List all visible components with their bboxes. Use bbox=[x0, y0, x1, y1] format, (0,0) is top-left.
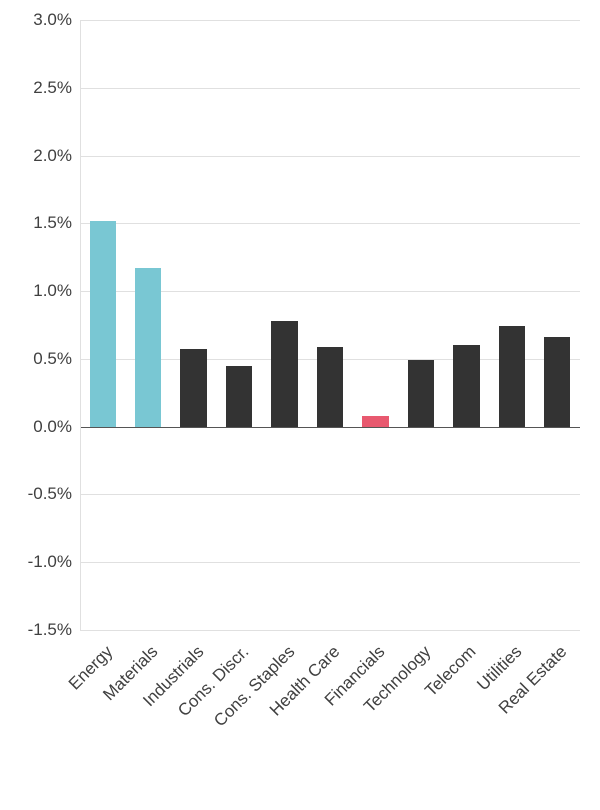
gridline bbox=[80, 562, 580, 563]
y-axis-tick-label: 2.0% bbox=[33, 146, 80, 166]
y-axis-tick-label: 1.5% bbox=[33, 213, 80, 233]
gridline bbox=[80, 223, 580, 224]
gridline bbox=[80, 494, 580, 495]
x-axis-line bbox=[80, 427, 580, 428]
y-axis-tick-label: 1.0% bbox=[33, 281, 80, 301]
y-axis-tick-label: 3.0% bbox=[33, 10, 80, 30]
gridline bbox=[80, 20, 580, 21]
gridline bbox=[80, 88, 580, 89]
bar bbox=[226, 366, 252, 427]
plot-area: 3.0%2.5%2.0%1.5%1.0%0.5%0.0%-0.5%-1.0%-1… bbox=[80, 20, 580, 630]
bar bbox=[499, 326, 525, 426]
y-axis-tick-label: 2.5% bbox=[33, 78, 80, 98]
bar bbox=[180, 349, 206, 426]
y-axis-line bbox=[80, 20, 81, 630]
y-axis-tick-label: -1.5% bbox=[28, 620, 80, 640]
bar bbox=[90, 221, 116, 427]
y-axis-tick-label: 0.5% bbox=[33, 349, 80, 369]
sector-return-bar-chart: 3.0% 2.5% 2.0% 1.5% 1.0% 0.5% 0.0% -0.5% -1.0% -1… bbox=[0, 0, 600, 810]
bar bbox=[135, 268, 161, 427]
bar bbox=[453, 345, 479, 426]
y-axis-tick-label: -1.0% bbox=[28, 552, 80, 572]
bar bbox=[408, 360, 434, 426]
bar bbox=[544, 337, 570, 426]
y-axis-tick-label: -0.5% bbox=[28, 484, 80, 504]
y-axis-tick-label: 0.0% bbox=[33, 417, 80, 437]
gridline bbox=[80, 156, 580, 157]
bar bbox=[362, 416, 388, 427]
gridline bbox=[80, 630, 580, 631]
bar bbox=[271, 321, 297, 427]
bar bbox=[317, 347, 343, 427]
